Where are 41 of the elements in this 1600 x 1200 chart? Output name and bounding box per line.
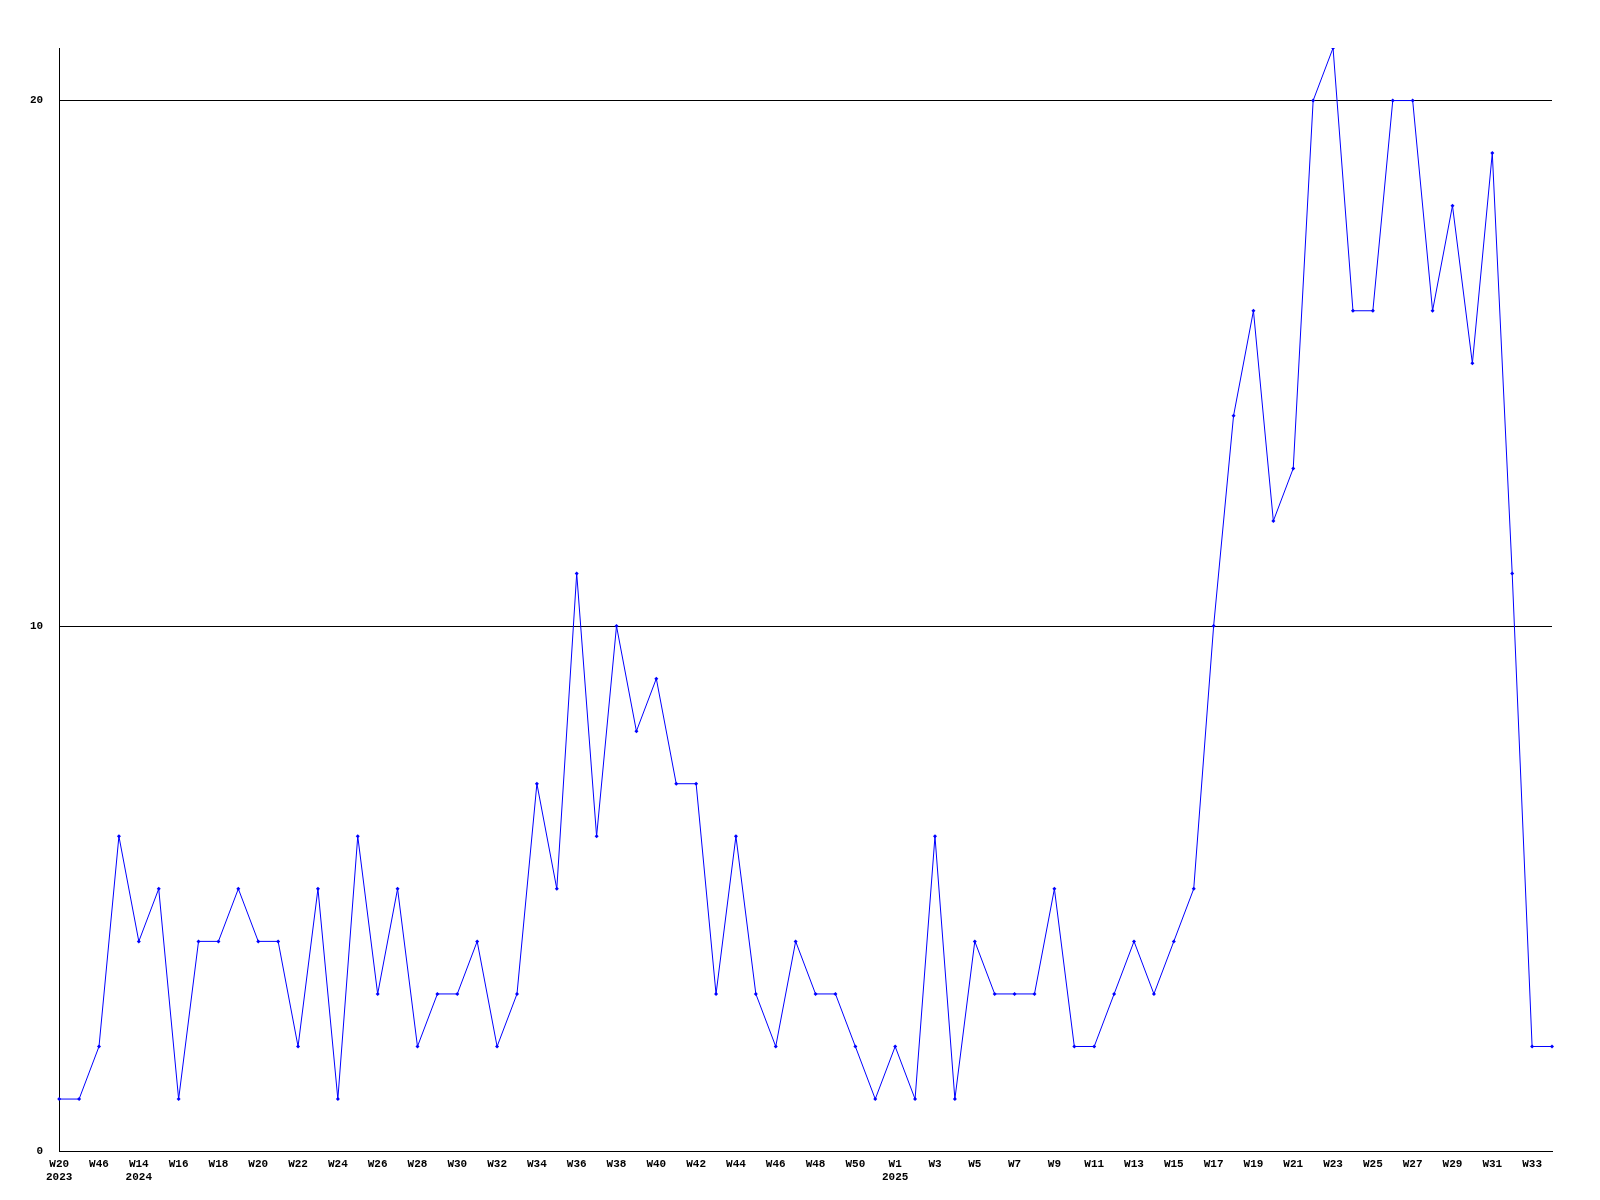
x-tick-label: W21 <box>1283 1157 1304 1170</box>
x-tick-label: W42 <box>686 1157 707 1170</box>
x-tick-label: W19 <box>1243 1157 1264 1170</box>
x-tick-label: W22 <box>288 1157 308 1170</box>
x-tick-label: W46 <box>765 1157 786 1170</box>
x-tick-label: W29 <box>1442 1157 1463 1170</box>
x-tick-label: W36 <box>566 1157 587 1170</box>
x-tick-label: W17 <box>1203 1157 1224 1170</box>
x-tick-label: W9 <box>1047 1157 1061 1170</box>
x-tick-label: W23 <box>1323 1157 1344 1170</box>
x-tick-label: W20 2023 <box>46 1157 73 1184</box>
x-tick-label: W16 <box>168 1157 189 1170</box>
x-tick-label: W25 <box>1362 1157 1384 1170</box>
x-tick-label: W28 <box>407 1157 428 1170</box>
y-tick-label: 20 <box>30 94 44 107</box>
x-tick-label: W1 2025 <box>881 1157 909 1184</box>
x-tick-label: W40 <box>646 1157 667 1170</box>
y-tick-label: 0 <box>36 1145 44 1158</box>
x-tick-label: W34 <box>526 1157 548 1170</box>
x-tick-label: W14 2024 <box>125 1157 153 1184</box>
x-tick-label: W33 <box>1522 1157 1543 1170</box>
x-tick-label: W50 <box>845 1157 866 1170</box>
x-tick-label: W13 <box>1124 1157 1145 1170</box>
x-tick-label: W20 <box>248 1157 269 1170</box>
x-tick-label: W18 <box>208 1157 229 1170</box>
x-tick-label: W15 <box>1163 1157 1185 1170</box>
x-tick-label: W30 <box>447 1157 468 1170</box>
x-tick-label: W11 <box>1084 1157 1105 1170</box>
x-tick-label: W5 <box>968 1157 982 1170</box>
x-tick-label: W27 <box>1402 1157 1423 1170</box>
x-tick-label: W31 <box>1482 1157 1503 1170</box>
x-tick-label: W24 <box>327 1157 349 1170</box>
x-tick-label: W38 <box>606 1157 627 1170</box>
x-tick-label: W7 <box>1007 1157 1022 1170</box>
x-tick-label: W46 <box>89 1157 109 1170</box>
y-tick-label: 10 <box>30 619 44 632</box>
x-tick-label: W26 <box>367 1157 388 1170</box>
x-tick-label: W32 <box>487 1157 507 1170</box>
x-tick-label: W3 <box>928 1157 942 1170</box>
x-tick-label: W48 <box>805 1157 826 1170</box>
x-tick-label: W44 <box>726 1157 747 1170</box>
